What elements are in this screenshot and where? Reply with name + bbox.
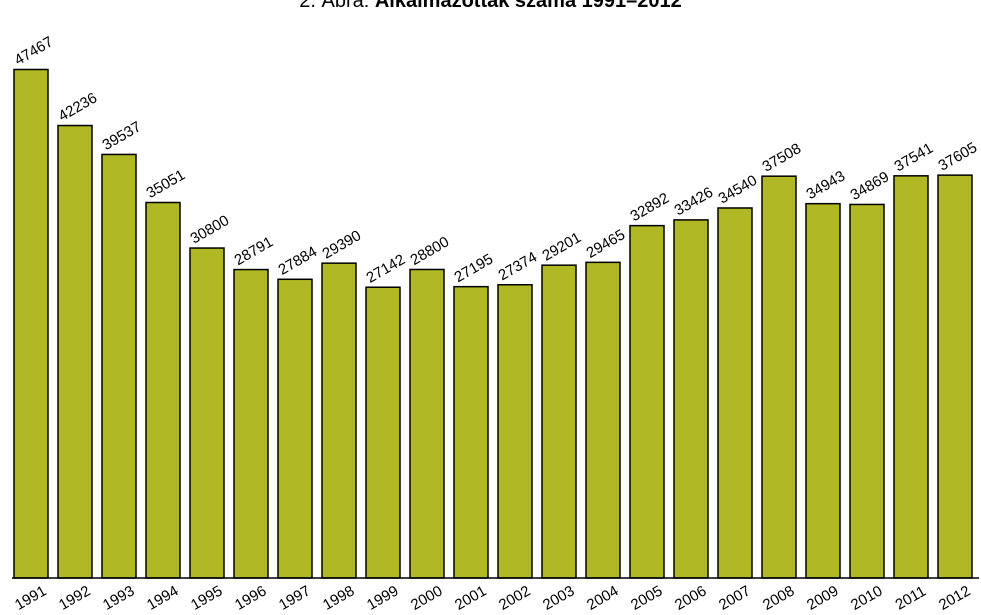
x-tick-label-1997: 1997 <box>276 582 313 613</box>
x-tick-label-2001: 2001 <box>452 582 489 613</box>
bar-1998 <box>321 262 357 579</box>
bar-2003 <box>541 264 577 579</box>
x-tick-label-2008: 2008 <box>760 582 797 613</box>
bar-1991 <box>13 68 49 579</box>
x-tick-label-2003: 2003 <box>540 582 577 613</box>
x-tick-label-2002: 2002 <box>496 582 533 613</box>
x-tick-label-1994: 1994 <box>144 582 181 613</box>
x-tick-label-1991: 1991 <box>12 582 49 613</box>
bar-1999 <box>365 286 401 579</box>
bar-2001 <box>453 285 489 579</box>
bar-2010 <box>849 203 885 579</box>
x-tick-label-1999: 1999 <box>364 582 401 613</box>
x-tick-label-1998: 1998 <box>320 582 357 613</box>
x-tick-label-1995: 1995 <box>188 582 225 613</box>
bar-1995 <box>189 247 225 579</box>
data-label-1993: 39537 <box>100 118 145 154</box>
data-label-1997: 27884 <box>276 243 321 279</box>
x-tick-label-2012: 2012 <box>936 582 973 613</box>
data-label-2004: 29465 <box>584 226 629 262</box>
x-tick-label-1992: 1992 <box>56 582 93 613</box>
data-label-2009: 34943 <box>804 168 849 204</box>
bar-1993 <box>101 153 137 579</box>
bar-1992 <box>57 124 93 579</box>
chart-title: 2. Ábra: Alkalmazottak száma 1991–2012 <box>0 0 981 13</box>
chart-title-prefix: 2. Ábra: <box>299 0 375 12</box>
x-tick-label-2000: 2000 <box>408 582 445 613</box>
bar-2006 <box>673 219 709 579</box>
data-label-2008: 37508 <box>760 140 805 176</box>
bar-2009 <box>805 202 841 579</box>
data-label-1992: 42236 <box>56 89 101 125</box>
bar-2002 <box>497 283 533 579</box>
data-label-1998: 29390 <box>320 227 365 263</box>
bar-2012 <box>937 174 973 579</box>
data-label-1994: 35051 <box>144 166 189 202</box>
chart-title-main: Alkalmazottak száma 1991–2012 <box>374 0 682 12</box>
data-label-2012: 37605 <box>936 139 981 175</box>
data-label-2005: 32892 <box>628 190 673 226</box>
data-label-2001: 27195 <box>452 251 497 287</box>
data-label-2007: 34540 <box>716 172 761 208</box>
x-tick-label-2005: 2005 <box>628 582 665 613</box>
data-label-2011: 37541 <box>892 140 937 176</box>
x-tick-label-2011: 2011 <box>893 583 929 614</box>
data-label-1999: 27142 <box>364 251 409 287</box>
data-label-2000: 28800 <box>408 233 453 269</box>
bar-2007 <box>717 207 753 579</box>
data-label-1996: 28791 <box>232 233 277 269</box>
bar-1994 <box>145 201 181 579</box>
data-label-1991: 47467 <box>12 33 57 69</box>
bar-2011 <box>893 175 929 579</box>
bar-2008 <box>761 175 797 579</box>
x-tick-label-2006: 2006 <box>672 582 709 613</box>
data-label-1995: 30800 <box>188 212 233 248</box>
bar-1997 <box>277 278 313 579</box>
data-label-2006: 33426 <box>672 184 717 220</box>
bar-2005 <box>629 224 665 579</box>
data-label-2010: 34869 <box>848 168 893 204</box>
x-tick-label-1993: 1993 <box>100 582 137 613</box>
x-tick-label-2007: 2007 <box>716 582 753 613</box>
data-label-2002: 27374 <box>496 249 541 285</box>
x-tick-label-2009: 2009 <box>804 582 841 613</box>
x-tick-label-2010: 2010 <box>848 582 885 613</box>
x-tick-label-2004: 2004 <box>584 582 621 613</box>
data-label-2003: 29201 <box>540 229 585 265</box>
bar-2000 <box>409 268 445 579</box>
bar-2004 <box>585 261 621 579</box>
bar-1996 <box>233 268 269 579</box>
x-tick-label-1996: 1996 <box>232 582 269 613</box>
